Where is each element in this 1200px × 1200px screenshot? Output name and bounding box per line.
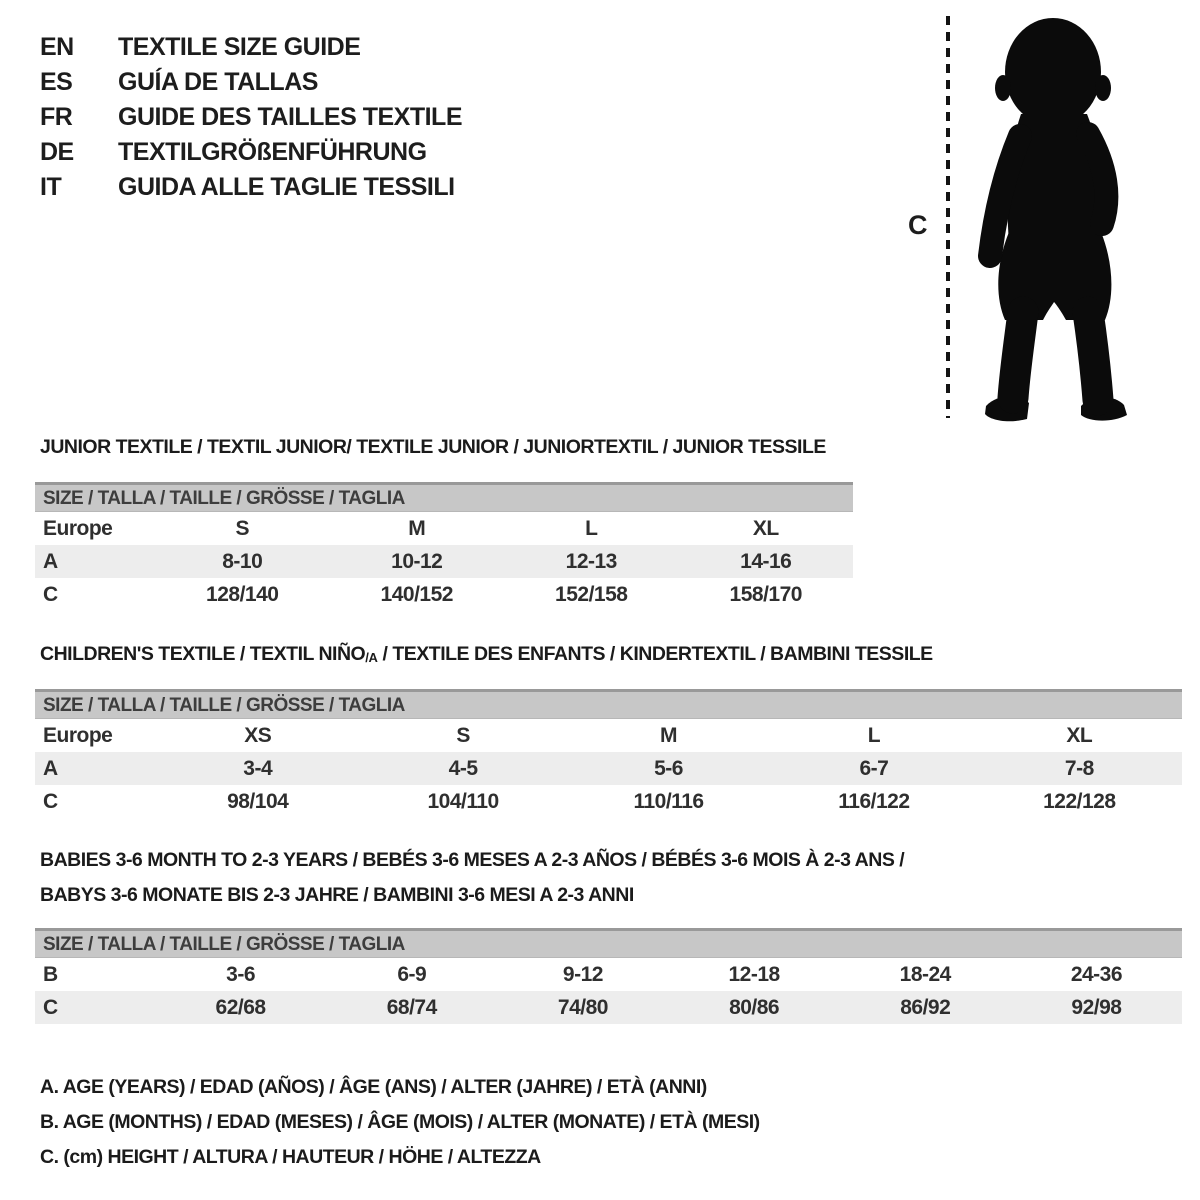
legend-line-height: C. (cm) HEIGHT / ALTURA / HAUTEUR / HÖHE… (40, 1146, 541, 1168)
size-cell: S (235, 517, 249, 540)
age-cell: 3-4 (243, 757, 273, 780)
height-cell: 128/140 (206, 583, 279, 606)
junior-size-header: SIZE / TALLA / TAILLE / GRÖSSE / TAGLIA (35, 482, 853, 512)
language-row: EN TEXTILE SIZE GUIDE (40, 30, 462, 65)
age-cell: 4-5 (448, 757, 478, 780)
table-row: C 98/104 104/110 110/116 116/122 122/128 (35, 785, 1182, 818)
height-cell: 86/92 (900, 996, 951, 1019)
language-code: EN (40, 33, 74, 61)
age-cell: 10-12 (391, 550, 443, 573)
children-title-part: / TEXTILE DES ENFANTS / KINDERTEXTIL / B… (377, 643, 934, 665)
age-cell: 18-24 (899, 963, 952, 986)
table-row: B 3-6 6-9 9-12 12-18 18-24 24-36 (35, 958, 1182, 991)
age-cell: 7-8 (1064, 757, 1094, 780)
table-row: Europe XS S M L XL (35, 719, 1182, 752)
height-cell: 80/86 (729, 996, 780, 1019)
size-cell: M (408, 517, 426, 540)
age-cell: 6-7 (859, 757, 889, 780)
age-cell: 12-13 (565, 550, 618, 573)
language-row: FR GUIDE DES TAILLES TEXTILE (40, 100, 463, 135)
language-title-block: EN TEXTILE SIZE GUIDE ES GUÍA DE TALLAS … (40, 30, 463, 205)
row-label: Europe (43, 724, 113, 747)
junior-size-table: SIZE / TALLA / TAILLE / GRÖSSE / TAGLIA … (35, 482, 853, 611)
height-measure-label: C (908, 210, 928, 240)
language-code: DE (40, 138, 74, 166)
table-row: A 3-4 4-5 5-6 6-7 7-8 (35, 752, 1182, 785)
language-title: TEXTILE SIZE GUIDE (118, 33, 361, 61)
age-cell: 9-12 (562, 963, 604, 986)
junior-section-title: JUNIOR TEXTILE / TEXTIL JUNIOR/ TEXTILE … (40, 436, 826, 458)
height-cell: 158/170 (729, 583, 803, 606)
age-cell: 8-10 (222, 550, 263, 573)
babies-section-title-line1: BABIES 3-6 MONTH TO 2-3 YEARS / BEBÉS 3-… (40, 849, 905, 871)
language-code: IT (40, 173, 62, 201)
height-cell: 122/128 (1043, 790, 1116, 813)
height-measure-dashed-line (946, 16, 950, 418)
language-row: IT GUIDA ALLE TAGLIE TESSILI (40, 170, 462, 205)
size-cell: M (660, 724, 678, 747)
table-row: C 62/68 68/74 74/80 80/86 86/92 92/98 (35, 991, 1182, 1024)
language-title: GUIDA ALLE TAGLIE TESSILI (118, 173, 455, 201)
row-label: B (43, 963, 58, 986)
table-row: C 128/140 140/152 152/158 158/170 (35, 578, 853, 611)
table-row: A 8-10 10-12 12-13 14-16 (35, 545, 853, 578)
height-cell: 62/68 (215, 996, 267, 1019)
language-row: ES GUÍA DE TALLAS (40, 65, 462, 100)
age-cell: 14-16 (740, 550, 792, 573)
children-title-part: CHILDREN'S TEXTILE / TEXTIL NIÑO (40, 643, 366, 665)
row-label: Europe (43, 517, 113, 540)
row-label: A (43, 757, 58, 780)
height-cell: 104/110 (427, 790, 499, 813)
toddler-silhouette (978, 18, 1127, 422)
height-cell: 110/116 (633, 790, 704, 813)
babies-section-title-line2: BABYS 3-6 MONATE BIS 2-3 JAHRE / BAMBINI… (40, 884, 634, 906)
size-cell: S (456, 724, 470, 747)
babies-size-table: SIZE / TALLA / TAILLE / GRÖSSE / TAGLIA … (35, 928, 1182, 1024)
language-code: FR (40, 103, 73, 131)
children-section-title: CHILDREN'S TEXTILE / TEXTIL NIÑO/A / TEX… (40, 643, 933, 666)
language-title: TEXTILGRÖßENFÜHRUNG (118, 138, 427, 166)
row-label: C (43, 996, 58, 1019)
size-cell: L (867, 724, 881, 747)
legend-line-age-years: A. AGE (YEARS) / EDAD (AÑOS) / ÂGE (ANS)… (40, 1076, 707, 1098)
language-title: GUIDE DES TAILLES TEXTILE (118, 103, 463, 131)
age-cell: 3-6 (226, 963, 256, 986)
language-title: GUÍA DE TALLAS (118, 68, 318, 96)
children-size-table: SIZE / TALLA / TAILLE / GRÖSSE / TAGLIA … (35, 689, 1182, 818)
children-size-header: SIZE / TALLA / TAILLE / GRÖSSE / TAGLIA (35, 689, 1182, 719)
table-row: Europe S M L XL (35, 512, 853, 545)
size-cell: XS (244, 724, 272, 747)
row-label: A (43, 550, 58, 573)
row-label: C (43, 790, 58, 813)
legend-line-age-months: B. AGE (MONTHS) / EDAD (MESES) / ÂGE (MO… (40, 1111, 760, 1133)
age-cell: 12-18 (728, 963, 780, 986)
height-cell: 140/152 (380, 583, 454, 606)
row-label: C (43, 583, 58, 606)
height-cell: 74/80 (557, 996, 609, 1019)
language-code: ES (40, 68, 73, 96)
legend-block: A. AGE (YEARS) / EDAD (AÑOS) / ÂGE (ANS)… (40, 1070, 760, 1175)
children-title-small-suffix: /A (365, 650, 378, 665)
size-cell: XL (752, 517, 779, 540)
height-cell: 116/122 (838, 790, 910, 813)
age-cell: 24-36 (1070, 963, 1123, 986)
size-cell: XL (1066, 724, 1093, 747)
height-cell: 68/74 (386, 996, 438, 1019)
babies-size-header: SIZE / TALLA / TAILLE / GRÖSSE / TAGLIA (35, 928, 1182, 958)
age-cell: 5-6 (654, 757, 683, 780)
language-row: DE TEXTILGRÖßENFÜHRUNG (40, 135, 462, 170)
size-cell: L (585, 517, 598, 540)
height-cell: 152/158 (555, 583, 628, 606)
height-cell: 98/104 (227, 790, 289, 813)
height-cell: 92/98 (1071, 996, 1122, 1019)
age-cell: 6-9 (397, 963, 427, 986)
